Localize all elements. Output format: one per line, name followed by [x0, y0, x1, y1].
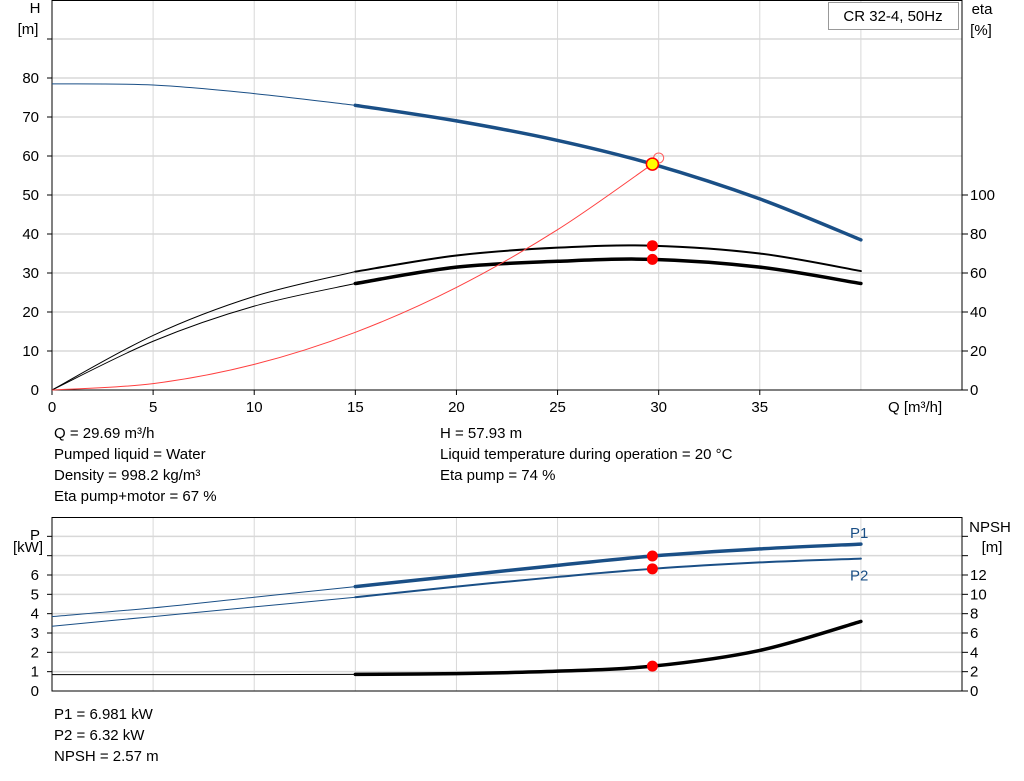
info-npsh: NPSH = 2.57 m: [54, 748, 159, 765]
y2-tick-label: 40: [970, 304, 987, 321]
x-tick-label: 30: [650, 399, 667, 416]
y-tick-label: 40: [22, 226, 39, 243]
y2-tick-label: 0: [970, 382, 978, 399]
y-tick-label: 1: [31, 664, 39, 681]
y-axis-unit: [kW]: [13, 539, 43, 556]
series-p1-extended: [51, 586, 356, 618]
x-tick-label: 5: [149, 399, 157, 416]
series-head: [353, 103, 863, 242]
x-tick-label: 25: [549, 399, 566, 416]
y-tick-label: 0: [31, 382, 39, 399]
y-tick-label: 4: [31, 606, 39, 623]
y2-axis-label: NPSH: [969, 519, 1011, 536]
duty-point-npsh: [646, 660, 658, 672]
y2-tick-label: 4: [970, 644, 978, 661]
y-tick-label: 50: [22, 187, 39, 204]
info-flow: Q = 29.69 m³/h: [54, 425, 155, 442]
info-temperature: Liquid temperature during operation = 20…: [440, 446, 733, 463]
series-head-extended: [51, 83, 356, 106]
y-tick-label: 3: [31, 625, 39, 642]
duty-point-p2: [646, 563, 658, 575]
title-box: [828, 2, 959, 30]
info-density: Density = 998.2 kg/m³: [54, 467, 201, 484]
series-system-curve: [51, 163, 653, 391]
y-axis-label: H: [30, 0, 41, 17]
y-tick-label: 80: [22, 70, 39, 87]
series-p1: [353, 542, 863, 589]
x-axis-label: Q [m³/h]: [888, 399, 942, 416]
y-tick-label: 0: [31, 683, 39, 700]
y-tick-label: 70: [22, 109, 39, 126]
y2-tick-label: 20: [970, 343, 987, 360]
y2-tick-label: 6: [970, 625, 978, 642]
y2-tick-label: 80: [970, 226, 987, 243]
series-eta-pump-extended: [51, 271, 356, 391]
y-tick-label: 30: [22, 265, 39, 282]
series-label-p1: P1: [850, 525, 868, 542]
y-axis-label: P: [30, 527, 40, 544]
y-tick-label: 60: [22, 148, 39, 165]
duty-point-head: [645, 157, 660, 171]
series-p2-extended: [51, 596, 356, 627]
info-top-right: H = 57.93 m Liquid temperature during op…: [440, 423, 732, 486]
series-npsh: [353, 619, 863, 677]
y2-axis-unit: [m]: [982, 539, 1003, 556]
y-tick-label: 10: [22, 343, 39, 360]
y-axis-unit: [m]: [18, 21, 39, 38]
y2-tick-label: 8: [970, 606, 978, 623]
x-tick-label: 15: [347, 399, 364, 416]
x-tick-label: 10: [246, 399, 263, 416]
info-head: H = 57.93 m: [440, 425, 523, 442]
plot-frame: [51, 517, 963, 692]
info-top-left: Q = 29.69 m³/h Pumped liquid = Water Den…: [54, 423, 217, 507]
y-tick-label: 20: [22, 304, 39, 321]
info-liquid: Pumped liquid = Water: [54, 446, 206, 463]
y2-axis-label: eta: [972, 1, 994, 18]
x-tick-label: 35: [751, 399, 768, 416]
y2-tick-label: 2: [970, 664, 978, 681]
y2-tick-label: 0: [970, 683, 978, 700]
duty-point-eta-pump: [646, 240, 658, 252]
info-p1: P1 = 6.981 kW: [54, 706, 153, 723]
y2-tick-label: 10: [970, 586, 987, 603]
info-p2: P2 = 6.32 kW: [54, 727, 145, 744]
y-tick-label: 6: [31, 567, 39, 584]
y2-tick-label: 60: [970, 265, 987, 282]
chart-title: CR 32-4, 50Hz: [843, 8, 942, 25]
info-bottom: P1 = 6.981 kW P2 = 6.32 kW NPSH = 2.57 m: [54, 704, 159, 767]
y2-axis-unit: [%]: [970, 22, 992, 39]
series-label-p2: P2: [850, 568, 868, 585]
y2-tick-label: 12: [970, 567, 987, 584]
series-eta-pump: [354, 244, 862, 273]
info-eta-pump-motor: Eta pump+motor = 67 %: [54, 488, 217, 505]
y-tick-label: 5: [31, 586, 39, 603]
x-tick-label: 20: [448, 399, 465, 416]
series-p2: [354, 557, 862, 599]
y-tick-label: 2: [31, 644, 39, 661]
y2-tick-label: 100: [970, 187, 995, 204]
duty-point-p1: [646, 550, 658, 562]
x-tick-label: 0: [48, 399, 56, 416]
duty-point-eta-pump-motor: [646, 253, 658, 265]
series-eta-pump-motor-extended: [51, 283, 356, 391]
series-eta-pump-motor: [353, 257, 863, 286]
info-eta-pump: Eta pump = 74 %: [440, 467, 556, 484]
